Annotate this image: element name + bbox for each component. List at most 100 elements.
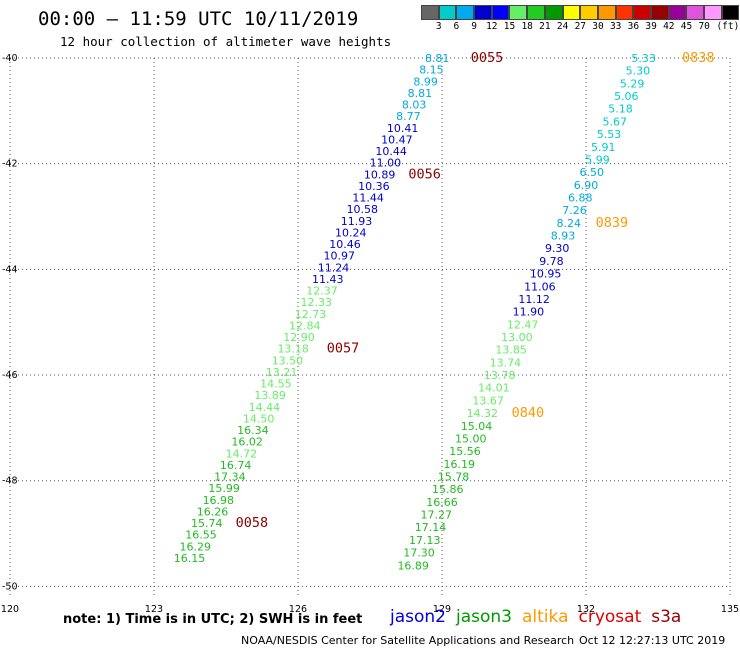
wave-height-value: 16.34 xyxy=(237,424,269,437)
wave-height-value: 14.50 xyxy=(243,412,275,425)
legend-swatch xyxy=(650,5,669,20)
wave-height-value: 16.74 xyxy=(220,459,252,472)
wave-height-value: 5.67 xyxy=(603,115,628,128)
wave-height-value: 11.93 xyxy=(341,215,373,228)
wave-height-value: 15.04 xyxy=(461,420,493,433)
legend-label: 39 xyxy=(645,21,657,32)
wave-height-value: 11.24 xyxy=(318,261,350,274)
legend-color-bar xyxy=(421,5,740,20)
legend-swatch xyxy=(668,5,687,20)
pass-time-label: 0839 xyxy=(596,215,629,231)
wave-height-value: 8.81 xyxy=(408,87,433,100)
legend-swatch xyxy=(527,5,545,20)
longitude-tick-label: 129 xyxy=(433,604,451,615)
pass-time-label: 0056 xyxy=(408,166,441,182)
legend-swatch xyxy=(474,5,492,20)
satellite-altika-label: altika xyxy=(522,607,569,627)
wave-height-value: 14.55 xyxy=(260,378,292,391)
wave-height-value: 10.44 xyxy=(375,145,407,158)
pass-time-label: 0058 xyxy=(236,515,269,531)
timestamp-footer: Oct 12 12:27:13 UTC 2019 xyxy=(579,634,726,647)
wave-height-value: 17.13 xyxy=(409,534,441,547)
wave-height-value: 6.50 xyxy=(580,166,605,179)
longitude-tick-label: 132 xyxy=(577,604,595,615)
wave-height-value: 15.78 xyxy=(438,471,470,484)
wave-height-value: 16.55 xyxy=(185,529,217,542)
wave-height-value: 16.19 xyxy=(444,458,476,471)
legend-swatch xyxy=(580,5,598,20)
legend-swatch xyxy=(562,5,581,20)
legend-label: 24 xyxy=(556,21,569,32)
legend-swatch xyxy=(438,5,457,20)
latitude-tick-label: -48 xyxy=(2,476,18,487)
wave-height-value: 11.12 xyxy=(518,293,550,306)
wave-height-value: 8.15 xyxy=(419,64,444,77)
wave-height-value: 16.15 xyxy=(174,552,206,565)
wave-height-value: 17.30 xyxy=(403,547,435,560)
pass-time-label: 0840 xyxy=(512,405,545,421)
wave-height-value: 10.24 xyxy=(335,226,367,239)
legend-swatch xyxy=(686,5,704,20)
wave-height-value: 7.26 xyxy=(562,204,587,217)
wave-height-value: 11.44 xyxy=(352,192,384,205)
wave-height-value: 13.74 xyxy=(490,356,522,369)
units-note: note: 1) Time is in UTC; 2) SWH is in fe… xyxy=(63,612,363,627)
pass-time-label: 0057 xyxy=(327,341,360,357)
wave-height-value: 5.06 xyxy=(614,90,639,103)
longitude-tick-label: 120 xyxy=(1,604,19,615)
wave-height-value: 16.89 xyxy=(397,559,429,572)
jason3-track: 8.818.158.998.818.038.7710.4110.4710.441… xyxy=(174,50,504,565)
wave-height-value: 10.58 xyxy=(347,203,379,216)
altika-track: 5.335.305.295.065.185.675.535.915.996.50… xyxy=(397,50,714,572)
satellite-jason3-label: jason3 xyxy=(456,607,512,627)
wave-height-value: 10.97 xyxy=(324,250,356,263)
wave-height-value: 15.00 xyxy=(455,432,487,445)
axis-ticks: -40 -42 -44 -46 -48 -50 120 123 126 129 132 135 xyxy=(1,53,739,615)
wave-height-value: 5.33 xyxy=(631,52,656,65)
wave-height-value: 13.21 xyxy=(266,366,298,379)
wave-height-value: 5.18 xyxy=(608,103,633,116)
legend-swatch xyxy=(633,5,651,20)
wave-height-value: 10.95 xyxy=(530,268,562,281)
wave-height-value: 11.06 xyxy=(524,280,556,293)
legend-swatch xyxy=(721,5,740,20)
wave-height-value: 6.88 xyxy=(568,192,593,205)
wave-height-value: 16.26 xyxy=(197,505,229,518)
wave-height-value: 11.43 xyxy=(312,273,344,286)
wave-height-value: 13.85 xyxy=(495,344,527,357)
latitude-tick-label: -42 xyxy=(2,159,18,170)
wave-height-value: 15.99 xyxy=(208,482,240,495)
wave-height-value: 15.86 xyxy=(432,483,464,496)
wave-height-value: 17.34 xyxy=(214,471,246,484)
legend-label: 15 xyxy=(503,21,516,32)
wave-height-value: 16.66 xyxy=(426,496,458,509)
latitude-tick-label: -46 xyxy=(2,370,18,381)
wave-height-value: 9.30 xyxy=(545,242,570,255)
page-subtitle: 12 hour collection of altimeter wave hei… xyxy=(60,34,392,49)
wave-height-value: 12.47 xyxy=(507,318,539,331)
satellite-tracks: 8.818.158.998.818.038.7710.4110.4710.441… xyxy=(174,50,715,572)
legend-label: 21 xyxy=(539,21,551,32)
satellite-legend: jason2 jason3 altika cryosat s3a xyxy=(390,607,691,627)
wave-height-value: 12.84 xyxy=(289,319,321,332)
wave-height-value: 5.91 xyxy=(591,141,616,154)
legend-label: 45 xyxy=(680,21,693,32)
wave-height-value: 6.90 xyxy=(574,179,599,192)
wave-height-value: 14.72 xyxy=(226,447,258,460)
legend-labels: 3 6 9 12 15 18 21 24 27 30 33 36 39 42 45 70 (ft) xyxy=(421,20,740,32)
legend-label: 70 xyxy=(698,21,710,32)
wave-height-value: 13.18 xyxy=(277,343,309,356)
wave-height-value: 14.01 xyxy=(478,382,510,395)
wave-height-value: 15.74 xyxy=(191,517,223,530)
wave-height-value: 5.53 xyxy=(597,128,622,141)
wave-height-value: 5.29 xyxy=(620,77,645,90)
legend-swatch xyxy=(491,5,510,20)
wave-height-value: 8.99 xyxy=(413,75,438,88)
wave-height-value: 12.37 xyxy=(306,285,338,298)
legend-label: 9 xyxy=(471,21,477,32)
wave-height-value: 16.98 xyxy=(203,494,235,507)
longitude-tick-label: 135 xyxy=(721,604,739,615)
legend-swatch xyxy=(704,5,722,20)
legend-label: 3 xyxy=(435,21,442,32)
